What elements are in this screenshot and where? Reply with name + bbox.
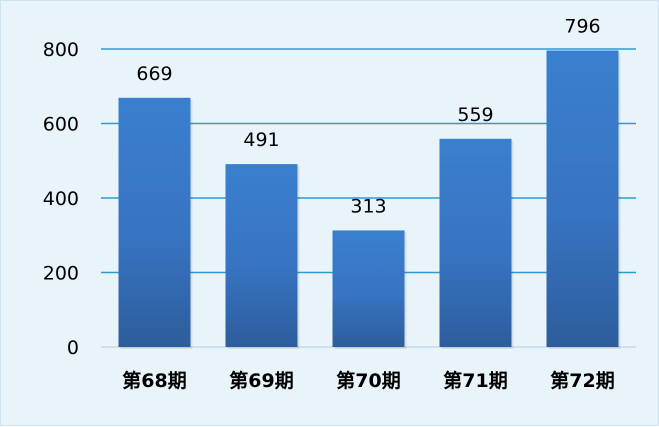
y-tick-label: 600 [43, 114, 79, 136]
data-label: 669 [136, 63, 172, 85]
y-tick-label: 0 [67, 337, 79, 359]
bar [546, 50, 619, 348]
x-tick-label: 第72期 [550, 369, 614, 392]
y-tick-label: 200 [43, 263, 79, 285]
x-tick-label: 第71期 [443, 369, 507, 392]
x-tick-label: 第70期 [336, 369, 400, 392]
data-label: 796 [564, 15, 600, 37]
x-tick-label: 第69期 [229, 369, 293, 392]
data-label: 491 [243, 129, 279, 151]
data-label: 559 [457, 104, 493, 126]
bar [439, 138, 512, 347]
x-tick-label: 第68期 [122, 369, 186, 392]
y-tick-label: 800 [43, 39, 79, 61]
bar [332, 230, 405, 347]
data-label: 313 [350, 195, 386, 217]
bar [225, 164, 298, 347]
y-tick-label: 400 [43, 188, 79, 210]
bar [118, 97, 191, 347]
